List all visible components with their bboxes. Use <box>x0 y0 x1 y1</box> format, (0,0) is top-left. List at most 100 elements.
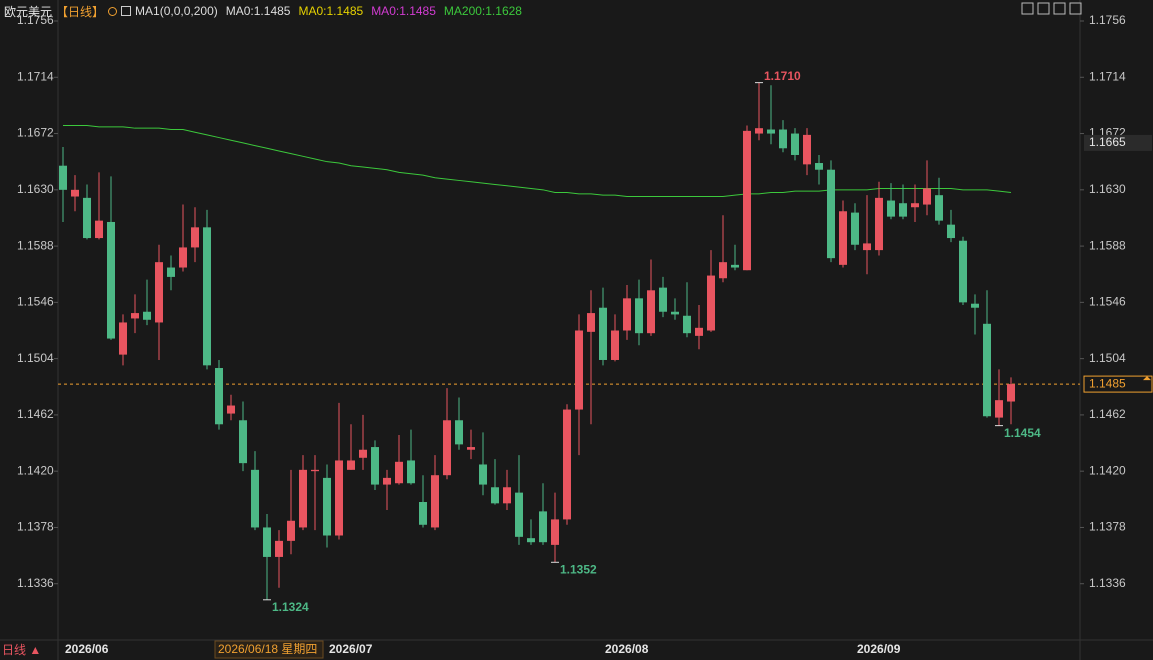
candle-body <box>383 477 391 485</box>
candle-body <box>227 405 235 414</box>
candle-body <box>311 469 319 472</box>
candle-body <box>731 264 739 268</box>
period-tab[interactable]: 日线 ▲ <box>2 643 41 657</box>
period-label[interactable]: 【日线】 <box>56 4 105 19</box>
y-tick-label-right: 1.1714 <box>1089 69 1126 83</box>
tool-button[interactable] <box>1021 2 1034 15</box>
candle-body <box>539 511 547 543</box>
legend-entry: MA1(0,0,0,200) <box>135 4 218 18</box>
y-tick-label: 1.1546 <box>17 295 54 309</box>
ma-icon[interactable] <box>121 6 132 16</box>
candle-body <box>755 128 763 134</box>
candle-body <box>827 169 835 259</box>
candle-body <box>875 197 883 251</box>
x-tick-label: 2026/06 <box>65 642 109 656</box>
candle-body <box>971 303 979 308</box>
y-tick-label: 1.1588 <box>17 238 54 252</box>
header: 欧元美元 【日线】 MA1(0,0,0,200) MA0:1.1485 MA0:1.… <box>4 2 522 20</box>
candle-body <box>923 188 931 205</box>
extreme-label: 1.1352 <box>560 562 597 576</box>
legend-entry: MA0:1.1485 <box>225 4 291 18</box>
y-tick-label: 1.1378 <box>17 520 54 534</box>
symbol-title: 欧元美元 <box>4 4 53 19</box>
candle-body <box>167 267 175 277</box>
candle-body <box>683 315 691 334</box>
candle-body <box>467 447 475 450</box>
ma200-line <box>63 125 1012 198</box>
crosshair-price-box <box>1084 134 1152 151</box>
candle-body <box>671 311 679 315</box>
candle-body <box>767 129 775 134</box>
candle-body <box>479 464 487 485</box>
candle-body <box>455 420 463 445</box>
legend: MA1(0,0,0,200) MA0:1.1485 MA0:1.1485 MA0:1.… <box>135 4 522 18</box>
y-tick-label: 1.1756 <box>17 13 54 27</box>
candle-body <box>203 227 211 366</box>
candle-body <box>599 307 607 360</box>
tool-button[interactable] <box>1053 2 1066 15</box>
candle-body <box>707 275 715 331</box>
candle-body <box>551 519 559 545</box>
candle-body <box>503 487 511 504</box>
candle-body <box>743 130 751 271</box>
current-price-arrow <box>1143 376 1151 381</box>
toolbar <box>1021 2 1082 15</box>
y-tick-label: 1.1630 <box>17 182 54 196</box>
candle-body <box>359 449 367 458</box>
candle-body <box>395 461 403 484</box>
crosshair-date-box <box>214 640 324 659</box>
candle-body <box>839 211 847 265</box>
candle-body <box>851 212 859 245</box>
candle-body <box>995 400 1003 418</box>
candle-body <box>95 220 103 239</box>
candle-body <box>959 240 967 303</box>
candle-body <box>155 262 163 323</box>
candle-body <box>815 163 823 170</box>
crosshair-price-label: 1.1665 <box>1089 135 1126 149</box>
candle-body <box>263 527 271 557</box>
candle-body <box>371 447 379 485</box>
candle-body <box>179 247 187 268</box>
candle-body <box>119 322 127 355</box>
y-tick-label-right: 1.1462 <box>1089 407 1126 421</box>
candle-body <box>695 327 703 336</box>
y-tick-label-right: 1.1378 <box>1089 520 1126 534</box>
candle-body <box>131 313 139 319</box>
candle-body <box>659 287 667 312</box>
candle-body <box>803 134 811 165</box>
candle-body <box>563 409 571 520</box>
candle-body <box>647 290 655 334</box>
tool-button[interactable] <box>1069 2 1082 15</box>
y-tick-label-right: 1.1504 <box>1089 351 1126 365</box>
y-tick-label-right: 1.1630 <box>1089 182 1126 196</box>
candle-body <box>83 197 91 239</box>
candle-body <box>191 227 199 248</box>
candle-body <box>323 477 331 536</box>
candle-body <box>935 195 943 221</box>
y-tick-label-right: 1.1336 <box>1089 576 1126 590</box>
y-tick-label: 1.1504 <box>17 351 54 365</box>
candle-body <box>431 475 439 528</box>
extreme-label: 1.1710 <box>764 69 801 83</box>
candle-body <box>275 540 283 557</box>
y-tick-label: 1.1336 <box>17 576 54 590</box>
candle-body <box>575 330 583 410</box>
legend-entry: MA200:1.1628 <box>443 4 522 18</box>
x-tick-label: 2026/08 <box>605 642 649 656</box>
current-price-box <box>1083 375 1153 393</box>
candle-body <box>635 298 643 334</box>
candle-body <box>299 469 307 528</box>
candle-body <box>239 420 247 464</box>
tool-button[interactable] <box>1037 2 1050 15</box>
settings-icon[interactable] <box>108 6 118 16</box>
candle-body <box>347 460 355 470</box>
y-tick-label-right: 1.1588 <box>1089 238 1126 252</box>
candle-body <box>287 520 295 541</box>
candle-body <box>899 203 907 217</box>
candle-body <box>587 313 595 332</box>
current-price-label: 1.1485 <box>1089 376 1126 390</box>
candle-body <box>59 165 67 190</box>
candle-body <box>719 262 727 279</box>
